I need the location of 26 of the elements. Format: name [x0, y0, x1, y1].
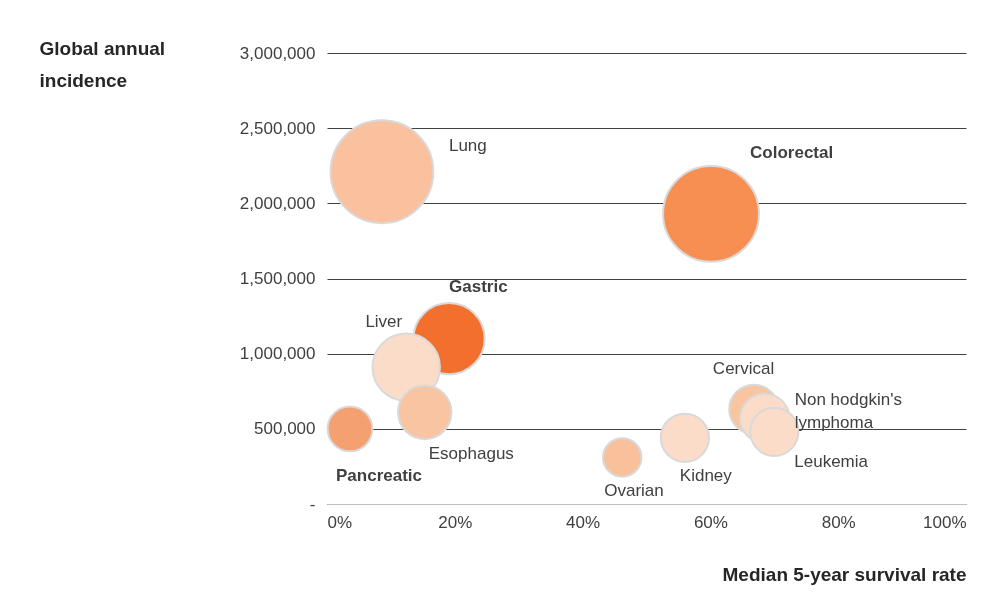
- y-tick-label: -: [309, 494, 316, 514]
- series-label: Pancreatic: [336, 465, 422, 485]
- y-tick-label: 1,500,000: [239, 269, 316, 288]
- y-axis-title: Global annual incidence: [39, 37, 166, 91]
- series-label: Colorectal: [750, 142, 834, 162]
- series-label: Esophagus: [428, 444, 514, 464]
- series-label: Gastric: [449, 276, 508, 296]
- series-label: Kidney: [679, 465, 733, 485]
- y-tick-label: 3,000,000: [239, 43, 316, 63]
- y-tick-label: 2,000,000: [239, 193, 316, 213]
- x-tick-label: 40%: [566, 512, 601, 532]
- x-tick-label: 20%: [438, 512, 473, 532]
- y-tick-label: 1,000,000: [239, 344, 316, 364]
- series-label: Ovarian: [604, 481, 664, 501]
- series-label: Cervical: [712, 359, 775, 379]
- x-tick-label: 100%: [923, 512, 967, 532]
- x-tick-label: 80%: [821, 512, 856, 532]
- series-label: Non hodgkin's lymphoma: [794, 390, 902, 433]
- y-tick-label: 500,000: [254, 419, 316, 439]
- x-axis-title: Median 5-year survival rate: [722, 563, 967, 585]
- x-tick-label: 60%: [693, 512, 728, 532]
- series-label: Liver: [365, 312, 403, 332]
- x-tick-label: 0%: [327, 512, 353, 532]
- y-tick-label: 2,500,000: [239, 118, 316, 138]
- series-label: Lung: [448, 135, 487, 155]
- series-label: Leukemia: [794, 451, 869, 471]
